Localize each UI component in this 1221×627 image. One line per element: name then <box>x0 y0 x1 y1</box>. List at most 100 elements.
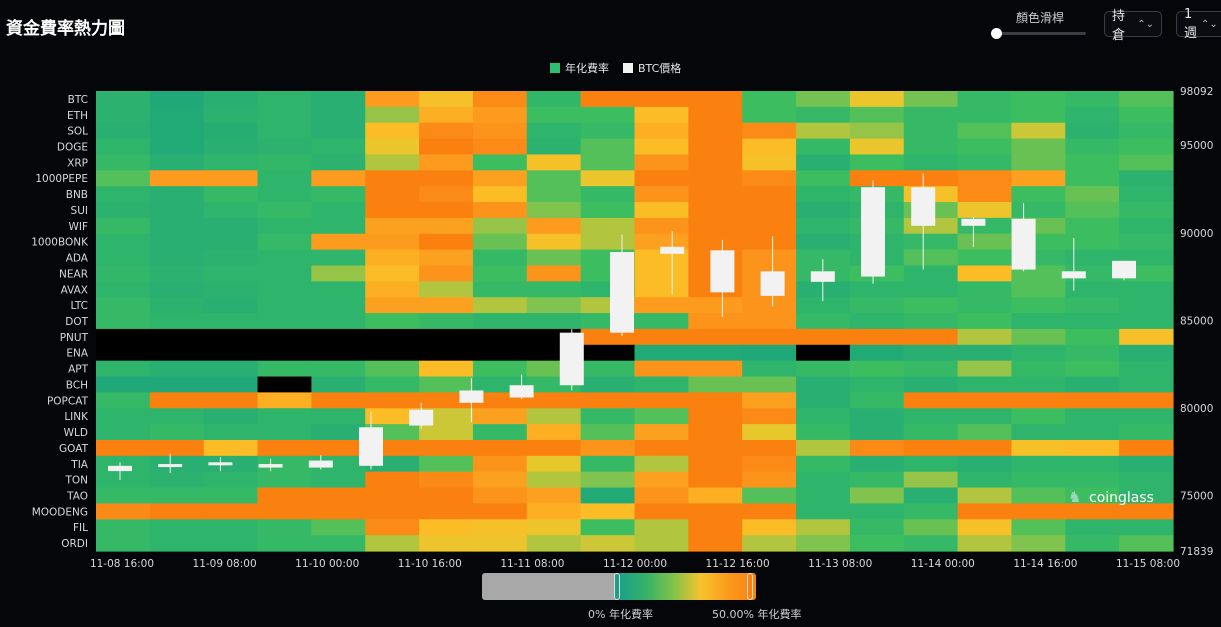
heatmap-cell <box>957 170 1013 187</box>
heatmap-cell <box>1065 281 1120 298</box>
color-scale-low-handle[interactable] <box>614 573 620 600</box>
heatmap-cell <box>257 439 312 457</box>
y2-tick-label: 75000 <box>1180 491 1213 503</box>
heatmap-cell <box>472 328 528 346</box>
color-scale-high-handle[interactable] <box>747 573 753 600</box>
heatmap-cell <box>526 535 582 552</box>
period-select[interactable]: 1週 ⌃⌄ <box>1176 7 1221 41</box>
heatmap-cell <box>1011 455 1066 473</box>
heatmap-cell <box>1065 170 1120 187</box>
heatmap-cell <box>365 138 420 156</box>
y-tick-label: XRP <box>67 157 88 169</box>
color-scale-bar[interactable] <box>482 573 756 600</box>
heatmap-cell <box>96 519 151 536</box>
heatmap-cell <box>634 519 689 536</box>
heatmap-cell <box>257 535 312 552</box>
heatmap-cell <box>580 328 636 346</box>
heatmap-cell <box>96 202 151 219</box>
heatmap-cell <box>796 471 851 489</box>
heatmap-cell <box>1011 408 1066 425</box>
heatmap-cell <box>1119 281 1174 298</box>
heatmap-cell <box>149 503 205 520</box>
heatmap-cell <box>96 471 151 489</box>
heatmap-cell <box>472 122 528 140</box>
y2-tick-label: 85000 <box>1180 315 1213 327</box>
heatmap-cell <box>1065 376 1120 393</box>
heatmap-cell <box>311 392 366 409</box>
heatmap-cell <box>203 328 259 346</box>
heatmap-cell <box>634 217 689 235</box>
y2-tick-label: 90000 <box>1180 228 1213 240</box>
heatmap-cell <box>634 281 689 298</box>
heatmap-cell <box>957 392 1013 409</box>
btc-candle-body <box>710 250 735 293</box>
heatmap-cell <box>1119 424 1174 441</box>
heatmap-cell <box>849 297 905 314</box>
heatmap-cell <box>311 376 366 393</box>
heatmap-cell <box>796 519 851 536</box>
heatmap-cell <box>957 313 1013 330</box>
heatmap-cell <box>96 439 151 457</box>
heatmap-cell <box>957 344 1013 362</box>
color-slider-knob[interactable] <box>991 28 1002 39</box>
heatmap-cell <box>149 233 205 251</box>
heatmap-cell <box>1011 487 1066 505</box>
y-tick-label: 1000PEPE <box>35 173 88 185</box>
heatmap-cell <box>365 122 420 140</box>
heatmap-cell <box>203 376 259 393</box>
heatmap-cell <box>257 344 312 362</box>
heatmap-cell <box>849 360 905 378</box>
heatmap-cell <box>365 233 420 251</box>
type-select[interactable]: 持倉 ⌃⌄ <box>1104 9 1162 43</box>
heatmap-cell <box>849 313 905 330</box>
heatmap-cell <box>149 138 205 156</box>
heatmap-cell <box>903 106 959 124</box>
heatmap-cell <box>472 281 528 298</box>
y-tick-label: TON <box>64 475 88 487</box>
heatmap-cell <box>1065 392 1120 409</box>
heatmap-cell <box>1065 313 1120 330</box>
heatmap-cell <box>365 186 420 203</box>
color-slider-track[interactable] <box>993 32 1086 35</box>
heatmap-cell <box>149 202 205 219</box>
heatmap-cell <box>257 297 312 314</box>
heatmap-cell <box>311 487 366 505</box>
heatmap-cell <box>957 439 1013 457</box>
heatmap-cell <box>419 455 474 473</box>
heatmap-cell <box>526 170 582 187</box>
heatmap-cell <box>1119 313 1174 330</box>
heatmap-cell <box>1011 328 1066 346</box>
heatmap-cell <box>796 186 851 203</box>
heatmap-cell <box>1065 217 1120 235</box>
heatmap-cell <box>311 186 366 203</box>
heatmap-cell <box>472 265 528 282</box>
heatmap-cell <box>1119 487 1174 505</box>
heatmap-cell <box>1119 360 1174 378</box>
heatmap-cell <box>419 439 474 457</box>
heatmap-cell <box>634 138 689 156</box>
heatmap-cell <box>1119 519 1174 536</box>
heatmap-cell <box>903 535 959 552</box>
x-tick-label: 11-14 16:00 <box>1013 558 1077 570</box>
heatmap-cell <box>1065 202 1120 219</box>
heatmap-cell <box>742 122 797 140</box>
legend-item-btc[interactable]: BTC價格 <box>623 60 681 76</box>
heatmap-cell <box>1119 217 1174 235</box>
heatmap-cell <box>419 328 474 346</box>
heatmap-cell <box>1065 424 1120 441</box>
heatmap-cell <box>1065 519 1120 536</box>
btc-candle-body <box>1011 218 1036 270</box>
heatmap-cell <box>96 249 151 267</box>
heatmap-cell <box>849 106 905 124</box>
heatmap-cell <box>257 519 312 536</box>
heatmap-cell <box>580 233 636 251</box>
legend-item-funding[interactable]: 年化費率 <box>550 60 609 76</box>
heatmap-cell <box>796 217 851 235</box>
heatmap-cell <box>849 439 905 457</box>
coinglass-logo-icon: ♞ <box>1068 488 1082 506</box>
heatmap-cell <box>419 217 474 235</box>
heatmap-cell <box>742 344 797 362</box>
heatmap-cell <box>580 106 636 124</box>
heatmap-cell <box>472 408 528 425</box>
